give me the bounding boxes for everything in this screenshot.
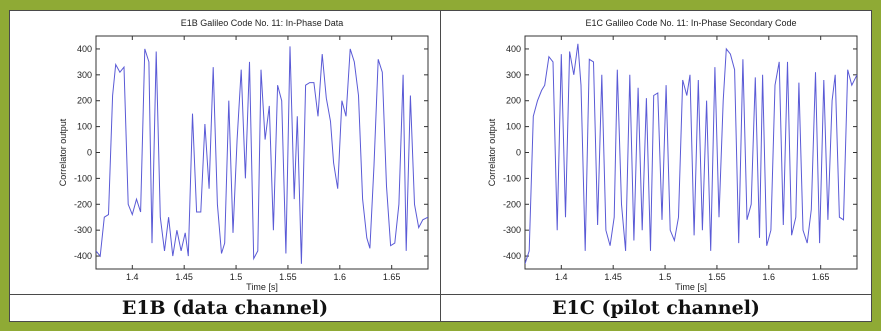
y-tick-label: 300	[506, 70, 521, 80]
caption-e1c: E1C (pilot channel)	[441, 294, 871, 321]
y-axis-label: Correlator output	[487, 118, 497, 186]
chart-panel-e1c: E1C Galileo Code No. 11: In-Phase Second…	[441, 11, 871, 321]
x-tick-label: 1.65	[383, 272, 401, 282]
y-tick-label: 0	[87, 148, 92, 158]
y-tick-label: 400	[506, 44, 521, 54]
x-tick-label: 1.5	[659, 272, 672, 282]
y-tick-label: 100	[506, 122, 521, 132]
series-line	[96, 46, 428, 264]
y-tick-label: 400	[77, 44, 92, 54]
y-axis-label: Correlator output	[58, 118, 68, 186]
chart-e1c: E1C Galileo Code No. 11: In-Phase Second…	[487, 18, 858, 292]
y-tick-label: -200	[74, 199, 92, 209]
chart-e1b: E1B Galileo Code No. 11: In-Phase Data -4…	[58, 18, 429, 292]
y-tick-label: -300	[503, 225, 521, 235]
y-tick-label: 100	[77, 122, 92, 132]
chart-title: E1C Galileo Code No. 11: In-Phase Second…	[586, 18, 797, 28]
series-line	[525, 43, 857, 264]
y-tick-label: -100	[74, 173, 92, 183]
y-tick-label: -400	[74, 251, 92, 261]
y-tick-label: -400	[503, 251, 521, 261]
y-tick-label: -100	[503, 173, 521, 183]
figure-frame: E1B Galileo Code No. 11: In-Phase Data -4…	[9, 10, 872, 322]
x-tick-label: 1.45	[604, 272, 622, 282]
x-tick-label: 1.4	[555, 272, 568, 282]
caption-e1b: E1B (data channel)	[10, 294, 440, 321]
x-axis-label: Time [s]	[246, 282, 278, 292]
chart-panel-e1b: E1B Galileo Code No. 11: In-Phase Data -4…	[10, 11, 441, 321]
x-tick-label: 1.45	[175, 272, 193, 282]
y-tick-label: 0	[516, 148, 521, 158]
x-tick-label: 1.55	[279, 272, 297, 282]
chart-title: E1B Galileo Code No. 11: In-Phase Data	[181, 18, 343, 28]
y-tick-label: -300	[74, 225, 92, 235]
y-tick-label: 200	[506, 96, 521, 106]
x-tick-label: 1.6	[334, 272, 347, 282]
x-axis-label: Time [s]	[675, 282, 707, 292]
y-tick-label: 200	[77, 96, 92, 106]
x-tick-label: 1.5	[230, 272, 243, 282]
x-tick-label: 1.6	[763, 272, 776, 282]
x-tick-label: 1.65	[812, 272, 830, 282]
y-tick-label: 300	[77, 70, 92, 80]
x-tick-label: 1.55	[708, 272, 726, 282]
x-tick-label: 1.4	[126, 272, 139, 282]
y-tick-label: -200	[503, 199, 521, 209]
